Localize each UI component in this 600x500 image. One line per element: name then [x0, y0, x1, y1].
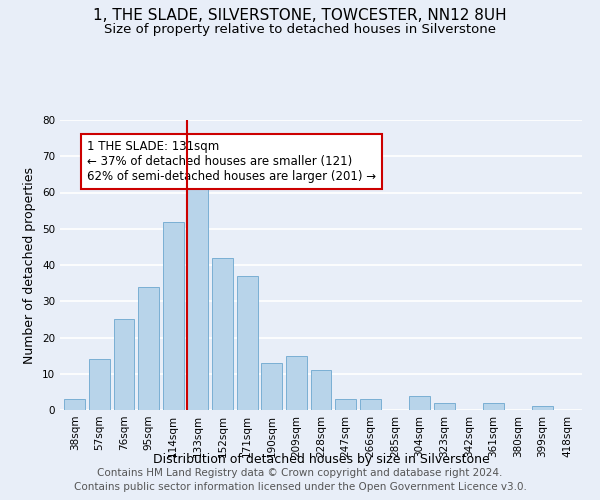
Bar	[187, 182, 208, 410]
Bar	[434, 403, 455, 410]
Bar	[360, 399, 381, 410]
Text: 1 THE SLADE: 131sqm
← 37% of detached houses are smaller (121)
62% of semi-detac: 1 THE SLADE: 131sqm ← 37% of detached ho…	[87, 140, 376, 183]
Text: Distribution of detached houses by size in Silverstone: Distribution of detached houses by size …	[152, 452, 490, 466]
Text: Contains HM Land Registry data © Crown copyright and database right 2024.
Contai: Contains HM Land Registry data © Crown c…	[74, 468, 526, 492]
Bar	[212, 258, 233, 410]
Bar	[532, 406, 553, 410]
Bar	[236, 276, 257, 410]
Bar	[335, 399, 356, 410]
Bar	[409, 396, 430, 410]
Bar	[163, 222, 184, 410]
Bar	[113, 320, 134, 410]
Text: 1, THE SLADE, SILVERSTONE, TOWCESTER, NN12 8UH: 1, THE SLADE, SILVERSTONE, TOWCESTER, NN…	[93, 8, 507, 22]
Bar	[483, 403, 504, 410]
Bar	[89, 359, 110, 410]
Text: Size of property relative to detached houses in Silverstone: Size of property relative to detached ho…	[104, 22, 496, 36]
Bar	[311, 370, 331, 410]
Y-axis label: Number of detached properties: Number of detached properties	[23, 166, 37, 364]
Bar	[64, 399, 85, 410]
Bar	[286, 356, 307, 410]
Bar	[261, 363, 282, 410]
Bar	[138, 287, 159, 410]
